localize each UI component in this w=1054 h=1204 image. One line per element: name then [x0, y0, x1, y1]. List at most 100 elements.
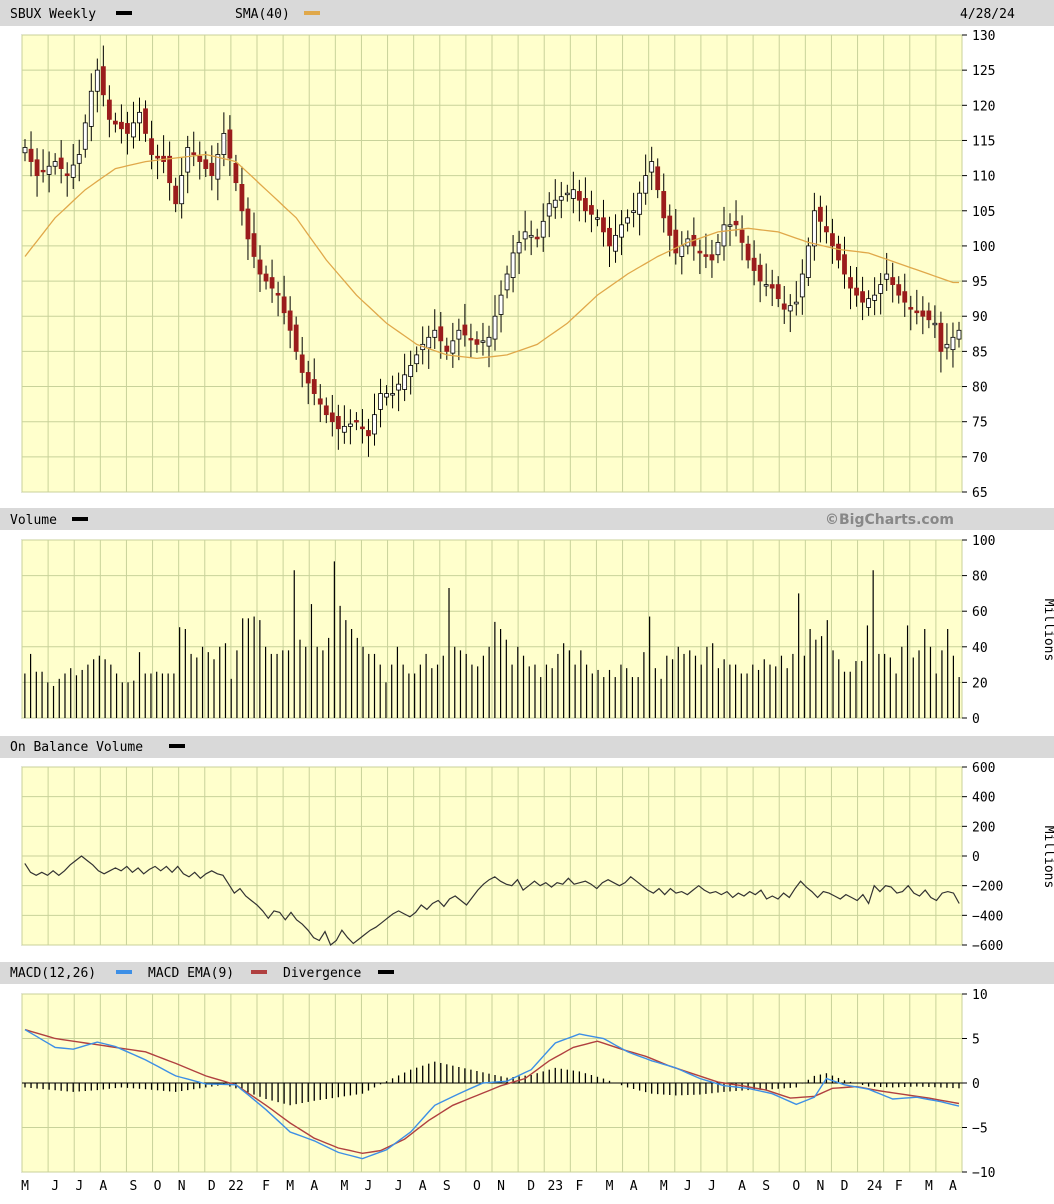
x-tick-label: J — [395, 1179, 403, 1194]
candle-body — [811, 210, 817, 247]
candle-body — [209, 162, 215, 177]
candle-body — [793, 301, 799, 305]
candle-body — [311, 379, 317, 394]
candle-body — [854, 287, 859, 296]
y-tick-label: 60 — [972, 605, 988, 620]
candle-body — [582, 198, 588, 212]
volume-label: Volume — [10, 513, 57, 528]
candle-body — [510, 252, 516, 278]
candle-body — [655, 166, 661, 191]
candle-body — [341, 425, 347, 433]
candle-body — [944, 343, 950, 349]
candle-body — [558, 196, 564, 201]
candle-body — [245, 208, 251, 240]
x-tick-label: S — [762, 1179, 770, 1194]
candle-body — [390, 393, 395, 396]
candle-body — [263, 273, 269, 282]
candle-body — [82, 122, 88, 150]
candle-body — [239, 184, 245, 212]
candle-body — [173, 185, 179, 205]
candle-body — [88, 90, 94, 127]
credit: ©BigCharts.com — [825, 512, 954, 528]
x-tick-label: M — [286, 1179, 294, 1194]
y-tick-label: 75 — [972, 416, 988, 431]
x-tick-label: M — [606, 1179, 614, 1194]
candle-body — [661, 191, 667, 219]
obv-unit: Millions — [1041, 826, 1054, 889]
candle-body — [926, 310, 932, 321]
candle-body — [227, 129, 233, 159]
candle-body — [52, 161, 58, 167]
y-tick-label: 95 — [972, 275, 988, 290]
candle-body — [830, 233, 835, 247]
candle-body — [721, 224, 727, 247]
price-label: SBUX Weekly — [10, 7, 96, 22]
candle-body — [269, 277, 275, 289]
x-tick-label: J — [51, 1179, 59, 1194]
candle-body — [697, 250, 703, 254]
candle-body — [347, 423, 353, 427]
y-tick-label: −200 — [972, 880, 1003, 895]
candle-body — [938, 322, 944, 352]
candle-body — [438, 326, 444, 342]
y-tick-label: 600 — [972, 761, 995, 776]
x-tick-label: A — [419, 1179, 427, 1194]
candle-body — [64, 173, 70, 177]
candle-body — [221, 133, 227, 155]
candle-body — [727, 224, 733, 227]
candle-body — [323, 405, 329, 416]
candle-body — [667, 215, 673, 236]
obv-legend-swatch — [169, 744, 185, 748]
sma-line — [24, 153, 959, 360]
candle-body — [595, 217, 600, 220]
candle-body — [643, 175, 649, 194]
candle-body — [607, 227, 612, 247]
candle-body — [715, 242, 721, 256]
y-tick-label: 0 — [972, 1077, 980, 1092]
price-header — [0, 0, 1054, 26]
candle-body — [233, 162, 239, 184]
candle-body — [805, 245, 811, 278]
candle-body — [106, 99, 112, 120]
candle-body — [137, 111, 142, 124]
candle-body — [745, 243, 751, 261]
candle-body — [673, 229, 679, 254]
candle-body — [474, 339, 480, 345]
y-tick-label: −400 — [972, 909, 1003, 924]
candle-body — [46, 165, 52, 175]
x-tick-label: J — [708, 1179, 716, 1194]
candle-body — [848, 277, 853, 289]
obv-y-axis: 600 400 200 0 −200 −400 −600 — [962, 761, 1003, 954]
x-tick-label: 24 — [867, 1179, 883, 1194]
candle-body — [155, 155, 160, 159]
macd-header — [0, 962, 1054, 984]
candle-body — [866, 298, 872, 308]
candle-body — [601, 217, 606, 233]
candle-body — [625, 217, 630, 224]
y-tick-label: 80 — [972, 381, 988, 396]
candle-body — [354, 420, 359, 423]
price-grid — [21, 34, 963, 493]
y-tick-label: 80 — [972, 570, 988, 585]
candle-body — [335, 416, 341, 430]
candle-body — [589, 205, 594, 215]
candle-body — [637, 192, 643, 215]
y-tick-label: 105 — [972, 205, 995, 220]
candle-body — [564, 192, 570, 196]
candle-body — [842, 254, 847, 275]
candle-body — [372, 414, 377, 435]
candle-body — [456, 329, 462, 340]
candle-body — [950, 336, 956, 351]
candle-body — [281, 296, 287, 314]
y-tick-label: 200 — [972, 820, 995, 835]
x-tick-label: O — [792, 1179, 800, 1194]
candle-body — [100, 66, 106, 96]
candle-body — [787, 305, 793, 312]
macd-grid — [21, 993, 963, 1173]
macd-line — [24, 1028, 960, 1160]
candle-body — [360, 426, 365, 430]
candle-body — [528, 234, 534, 238]
candle-body — [462, 324, 468, 336]
price-legend-swatch — [116, 11, 132, 15]
